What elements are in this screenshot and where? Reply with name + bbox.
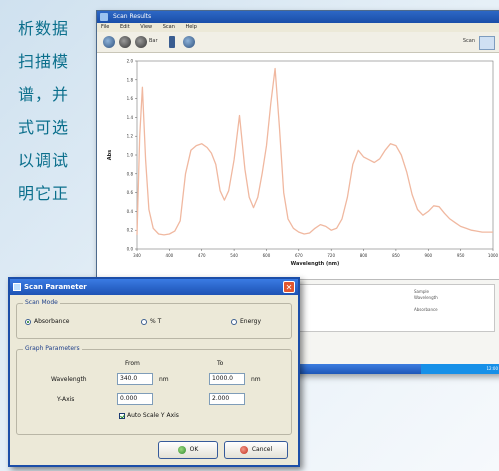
- text-line: 谱，并: [18, 85, 70, 104]
- x-tick-label: 540: [230, 253, 238, 258]
- to-label: To: [217, 360, 224, 367]
- plot-frame: [136, 60, 494, 250]
- x-tick-label: 720: [327, 253, 335, 258]
- text-line: 析数据: [18, 19, 70, 38]
- info-line: Wavelength: [414, 295, 438, 300]
- y-tick-label: 1.8: [127, 77, 134, 82]
- close-icon[interactable]: ✕: [283, 281, 295, 293]
- toolbar-right-label: Scan: [462, 38, 475, 44]
- scan-icon[interactable]: [119, 36, 131, 48]
- system-tray: 12:00: [421, 364, 499, 374]
- wavelength-to-unit: nm: [251, 376, 261, 383]
- x-axis-label: Wavelength (nm): [291, 261, 340, 267]
- wavelength-from-unit: nm: [159, 376, 169, 383]
- y-tick-label: 0.6: [127, 190, 134, 195]
- toolbar-right-button[interactable]: [479, 36, 495, 50]
- x-tick-label: 800: [360, 253, 368, 258]
- radio-icon[interactable]: [231, 318, 237, 325]
- y-tick-label: 1.0: [127, 153, 134, 158]
- settings-icon[interactable]: [183, 36, 195, 48]
- y-tick-label: 0.4: [127, 209, 134, 214]
- radio-selected-icon[interactable]: [25, 318, 31, 325]
- from-label: From: [125, 360, 140, 367]
- spectrum-plot-area: 0.0 0.2 0.4 0.6 0.8 1.0 1.2 1.4 1.6 1.8 2.0 340 400 4…: [97, 53, 499, 279]
- y-tick-label: 1.2: [127, 134, 134, 139]
- cancel-button[interactable]: Cancel: [224, 441, 288, 459]
- info-line: Sample: [414, 289, 429, 294]
- yaxis-to-input[interactable]: 2.000: [209, 393, 245, 405]
- dialog-icon: [13, 283, 21, 291]
- toolbar: Bar Scan: [97, 32, 499, 53]
- info-line: Absorbance: [414, 307, 438, 312]
- spectrum-chart: 0.0 0.2 0.4 0.6 0.8 1.0 1.2 1.4 1.6 1.8 2.0 340 400 4…: [107, 59, 499, 268]
- radio-percent-t[interactable]: % T: [141, 318, 161, 325]
- dialog-title: Scan Parameter: [24, 283, 87, 291]
- autoscale-label: Auto Scale Y Axis: [127, 412, 179, 419]
- text-line: 式可选: [18, 118, 70, 137]
- graph-parameters-group: Graph Parameters From To Wavelength 340.…: [16, 345, 292, 435]
- x-tick-label: 470: [198, 253, 206, 258]
- wavelength-label: Wavelength: [51, 376, 87, 383]
- graph-parameters-legend: Graph Parameters: [23, 345, 82, 352]
- y-tick-label: 1.6: [127, 96, 134, 101]
- radio-label: % T: [150, 318, 162, 325]
- open-icon[interactable]: [103, 36, 115, 48]
- menu-edit[interactable]: Edit: [119, 24, 130, 30]
- cancel-icon: [239, 445, 248, 454]
- print-icon[interactable]: [169, 36, 175, 48]
- ok-icon: [177, 445, 186, 454]
- menu-help[interactable]: Help: [185, 24, 197, 30]
- cancel-label: Cancel: [251, 446, 273, 453]
- wavelength-from-input[interactable]: 340.0: [117, 373, 153, 385]
- text-line: 扫描模: [18, 52, 70, 71]
- checkbox-checked-icon[interactable]: [119, 412, 125, 419]
- dialog-titlebar[interactable]: Scan Parameter ✕: [10, 279, 298, 295]
- y-axis-label: Abs: [107, 150, 113, 160]
- scan-mode-legend: Scan Mode: [23, 299, 60, 306]
- ok-button[interactable]: OK: [158, 441, 218, 459]
- info-box: Sample Wavelength Absorbance: [293, 284, 495, 332]
- x-tick-label: 600: [263, 253, 271, 258]
- x-tick-label: 950: [457, 253, 465, 258]
- y-tick-label: 0.0: [127, 247, 134, 252]
- ok-label: OK: [189, 446, 199, 453]
- window-titlebar[interactable]: Scan Results: [97, 11, 499, 23]
- series-line: [136, 67, 493, 236]
- menu-view[interactable]: View: [140, 24, 153, 30]
- zoom-label: Bar: [149, 38, 158, 44]
- radio-absorbance[interactable]: Absorbance: [25, 318, 69, 325]
- x-tick-label: 1000: [488, 253, 499, 258]
- scan-results-window: Scan Results File Edit View Scan Help Ba…: [96, 10, 499, 374]
- y-tick-label: 0.8: [127, 171, 134, 176]
- scan-parameter-dialog: Scan Parameter ✕ Scan Mode Absorbance % …: [8, 277, 300, 467]
- autoscale-checkbox-row[interactable]: Auto Scale Y Axis: [119, 412, 179, 419]
- x-tick-label: 340: [133, 253, 141, 258]
- chinese-description-text: 析数据 扫描模 谱，并 式可选 以调试 明它正: [18, 12, 92, 210]
- menu-scan[interactable]: Scan: [162, 24, 175, 30]
- scan-mode-group: Scan Mode Absorbance % T Energy: [16, 299, 292, 339]
- radio-energy[interactable]: Energy: [231, 318, 261, 325]
- x-tick-label: 670: [295, 253, 303, 258]
- radio-label: Energy: [240, 318, 262, 325]
- x-tick-label: 900: [424, 253, 432, 258]
- y-tick-label: 2.0: [127, 59, 134, 64]
- radio-icon[interactable]: [141, 318, 147, 325]
- text-line: 明它正: [18, 184, 70, 203]
- x-tick-label: 850: [392, 253, 400, 258]
- text-line: 以调试: [18, 151, 70, 170]
- yaxis-label: Y-Axis: [57, 396, 75, 403]
- stop-icon[interactable]: [135, 36, 147, 48]
- x-tick-label: 400: [166, 253, 174, 258]
- app-icon: [100, 13, 108, 21]
- menu-bar: File Edit View Scan Help: [97, 23, 499, 32]
- y-tick-label: 0.2: [127, 228, 134, 233]
- y-tick-label: 1.4: [127, 115, 134, 120]
- wavelength-to-input[interactable]: 1000.0: [209, 373, 245, 385]
- window-title: Scan Results: [113, 13, 152, 20]
- yaxis-from-input[interactable]: 0.000: [117, 393, 153, 405]
- radio-label: Absorbance: [34, 318, 70, 325]
- menu-file[interactable]: File: [101, 24, 110, 30]
